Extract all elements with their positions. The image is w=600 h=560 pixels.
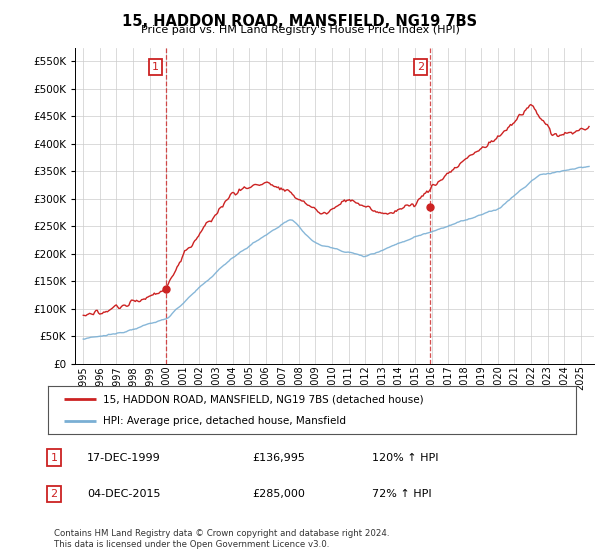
Text: 17-DEC-1999: 17-DEC-1999 xyxy=(87,452,161,463)
Text: 1: 1 xyxy=(152,62,159,72)
Text: 2: 2 xyxy=(50,489,58,499)
Text: 15, HADDON ROAD, MANSFIELD, NG19 7BS (detached house): 15, HADDON ROAD, MANSFIELD, NG19 7BS (de… xyxy=(103,394,424,404)
Text: 1: 1 xyxy=(50,452,58,463)
Text: 2: 2 xyxy=(416,62,424,72)
Text: 04-DEC-2015: 04-DEC-2015 xyxy=(87,489,161,499)
Text: Contains HM Land Registry data © Crown copyright and database right 2024.
This d: Contains HM Land Registry data © Crown c… xyxy=(54,529,389,549)
Text: £136,995: £136,995 xyxy=(252,452,305,463)
Text: 72% ↑ HPI: 72% ↑ HPI xyxy=(372,489,431,499)
Text: 120% ↑ HPI: 120% ↑ HPI xyxy=(372,452,439,463)
Text: Price paid vs. HM Land Registry's House Price Index (HPI): Price paid vs. HM Land Registry's House … xyxy=(140,25,460,35)
Text: HPI: Average price, detached house, Mansfield: HPI: Average price, detached house, Mans… xyxy=(103,416,346,426)
Text: £285,000: £285,000 xyxy=(252,489,305,499)
Text: 15, HADDON ROAD, MANSFIELD, NG19 7BS: 15, HADDON ROAD, MANSFIELD, NG19 7BS xyxy=(122,14,478,29)
